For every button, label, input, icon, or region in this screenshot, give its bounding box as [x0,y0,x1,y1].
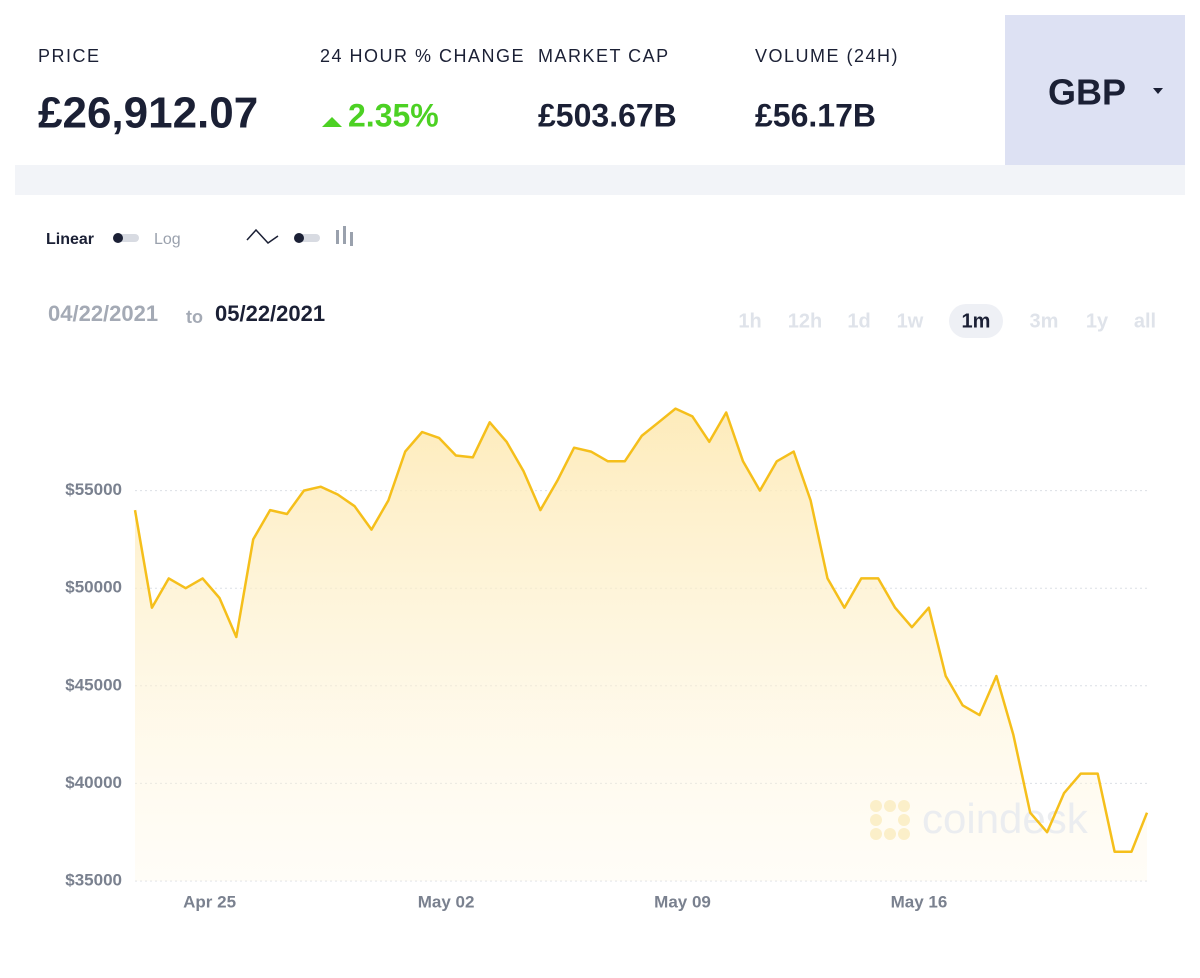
range-button[interactable]: 1w [897,310,924,332]
line-icon[interactable] [246,228,279,244]
watermark: coindesk [870,795,1089,842]
candle-icon[interactable] [336,226,353,246]
stat-value: 2.35% [348,97,439,133]
y-tick-label: $55000 [65,480,122,499]
range-button[interactable]: all [1134,310,1156,332]
range-button[interactable]: 1h [738,310,761,332]
stat-label: 24 HOUR % CHANGE [320,46,525,66]
stat-value: £56.17B [755,97,876,133]
area [135,408,1147,881]
stat-label: VOLUME (24H) [755,46,899,66]
stat-value: £503.67B [538,97,677,133]
divider-strip [15,165,1185,195]
y-tick-label: $40000 [65,773,122,792]
range-button[interactable]: 1d [847,310,870,332]
stat-label: PRICE [38,46,101,66]
x-tick-label: May 02 [418,892,475,911]
range-active-bg [949,304,1003,338]
currency[interactable]: GBP [1048,72,1126,113]
up-arrow [322,117,342,127]
stat-label: MARKET CAP [538,46,670,66]
x-tick-label: May 09 [654,892,711,911]
watermark-text: coindesk [922,795,1089,842]
range-button[interactable]: 1y [1086,310,1109,332]
toggle-knob[interactable] [294,233,304,243]
y-tick-label: $35000 [65,870,122,889]
stat-value: £26,912.07 [38,89,258,138]
range-button[interactable]: 3m [1030,310,1059,332]
scale-option[interactable]: Linear [46,231,94,248]
date-sep: to [186,307,203,327]
range-button[interactable]: 1m [962,310,991,332]
price-line [133,407,1149,853]
x-tick-label: Apr 25 [183,892,236,911]
y-tick-label: $50000 [65,578,122,597]
scale-option[interactable]: Log [154,231,181,248]
y-tick-label: $45000 [65,675,122,694]
date-from[interactable]: 04/22/2021 [48,301,158,326]
caret [1153,88,1163,94]
range-button[interactable]: 12h [788,310,822,332]
date-to[interactable]: 05/22/2021 [215,301,325,326]
toggle-knob[interactable] [113,233,123,243]
x-tick-label: May 16 [891,892,948,911]
